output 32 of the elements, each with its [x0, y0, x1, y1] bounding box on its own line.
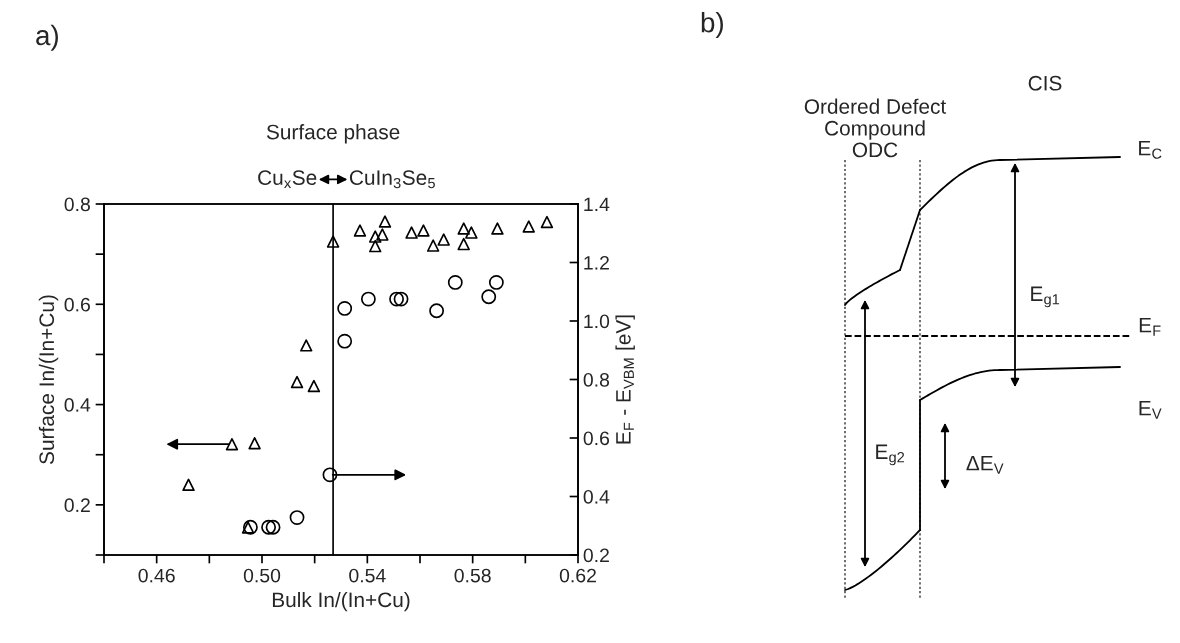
text: E$_{F}$ — [1139, 318, 1161, 336]
x-tick-label: 0.62 — [559, 568, 596, 583]
y2-tick-label: 0.4 — [583, 489, 610, 504]
x-tick-label: 0.50 — [243, 568, 281, 583]
x-axis-title: Bulk In/(In+Cu) — [272, 591, 410, 612]
y2-tick-label: 0.2 — [583, 548, 609, 563]
chart-title: a) — [36, 24, 58, 51]
text: CuIn$_{3}$Se$_{5}$ — [349, 170, 435, 189]
y-tick-label: 0.6 — [64, 297, 90, 312]
text: CIS — [1028, 75, 1062, 91]
y2-tick-label: 1.2 — [584, 255, 609, 270]
x-tick-label: 0.54 — [349, 568, 386, 583]
y-tick-label: 0.8 — [64, 197, 90, 212]
y-tick-label: 0.2 — [64, 498, 90, 513]
y-tick-label: 0.4 — [64, 398, 91, 412]
text: Surface phase — [266, 124, 400, 144]
text: Ordered Defect Compound ODC — [804, 98, 947, 158]
y2-tick-label: 1.0 — [584, 314, 610, 329]
x-tick-label: 0.46 — [138, 568, 175, 583]
text: E$_{C}$ — [1139, 141, 1162, 159]
y2-axis-title: E$_{F}$ - E$_{VBM}$ [eV] — [615, 315, 635, 444]
y2-tick-label: 0.6 — [583, 431, 610, 446]
text: Cu$_{x}$Se — [258, 170, 317, 189]
text: E$_{g1}$ — [1031, 286, 1060, 308]
text: E$_{g2}$ — [876, 444, 905, 466]
y2-tick-label: 1.4 — [584, 197, 610, 212]
text: E$_{V}$ — [1139, 401, 1162, 419]
text: b) — [701, 12, 723, 38]
x-tick-label: 0.58 — [454, 568, 491, 583]
y-axis-title: Surface In/(In+Cu) — [38, 295, 59, 464]
y2-tick-label: 0.8 — [583, 372, 610, 387]
text: ΔE$_{V}$ — [966, 456, 1004, 474]
